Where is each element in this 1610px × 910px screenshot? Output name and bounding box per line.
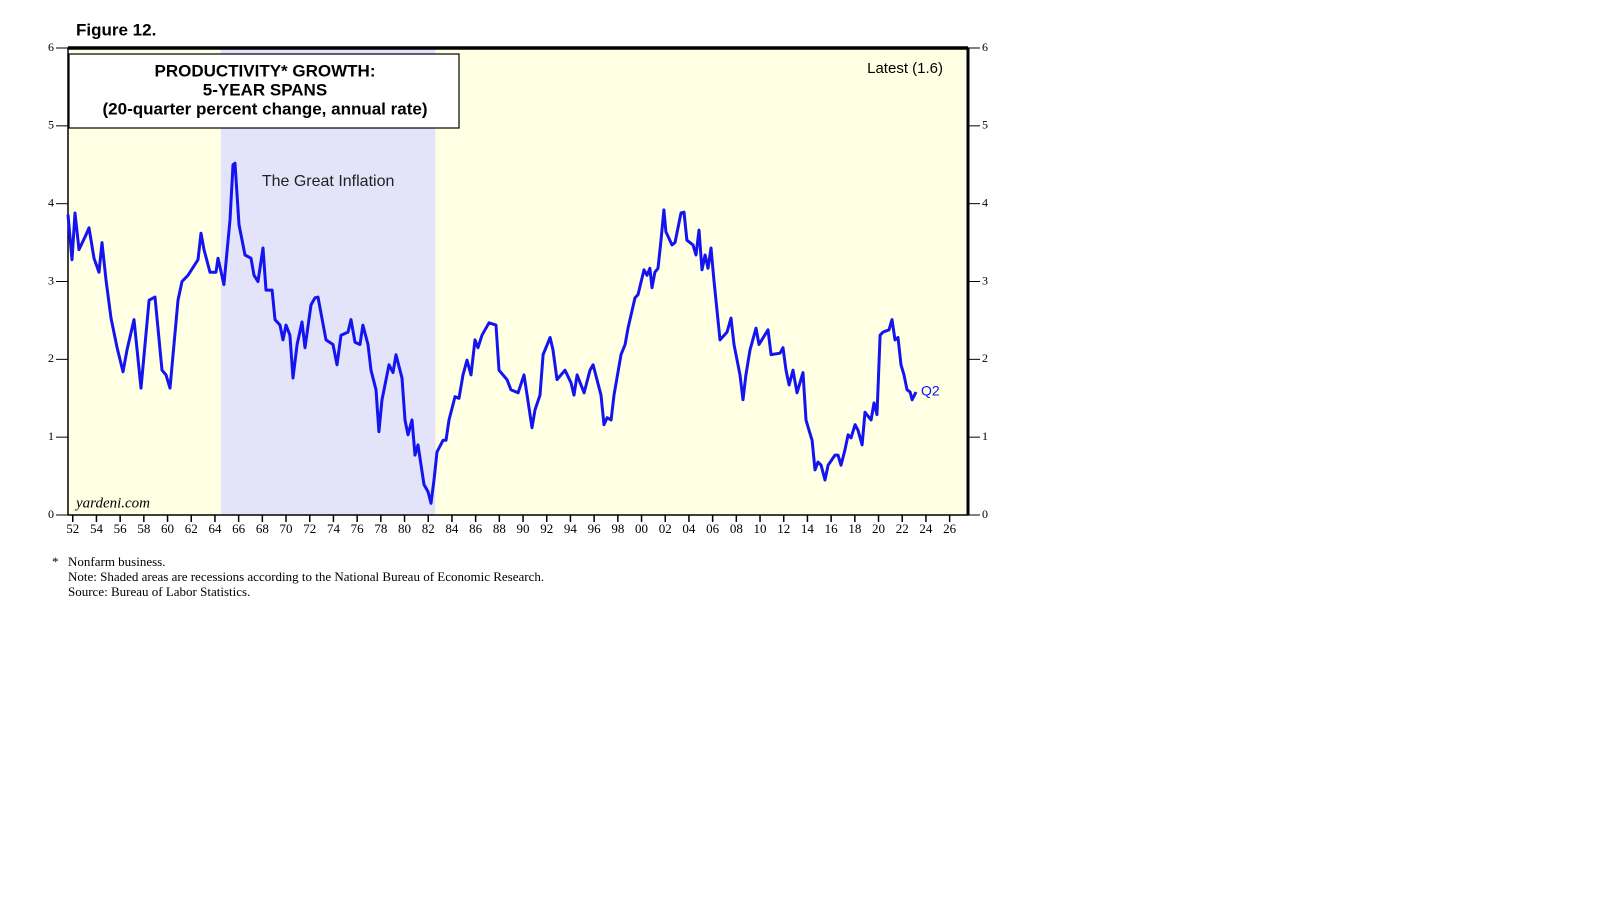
latest-label: Latest (1.6) (867, 60, 943, 77)
y-tick-label: 1 (48, 429, 54, 443)
y2-tick-label: 4 (982, 195, 988, 209)
x-tick-label: 00 (635, 521, 648, 536)
x-tick-label: 94 (564, 521, 578, 536)
footnote: Note: Shaded areas are recessions accord… (68, 569, 544, 584)
y2-tick-label: 5 (982, 118, 988, 132)
y-tick-label: 6 (48, 40, 54, 54)
x-tick-label: 60 (161, 521, 174, 536)
x-tick-label: 74 (327, 521, 341, 536)
x-tick-label: 82 (422, 521, 435, 536)
x-tick-label: 06 (706, 521, 720, 536)
x-tick-label: 56 (114, 521, 128, 536)
x-tick-label: 90 (517, 521, 530, 536)
x-tick-label: 68 (256, 521, 269, 536)
x-tick-label: 76 (351, 521, 365, 536)
x-tick-label: 54 (90, 521, 104, 536)
x-tick-label: 98 (611, 521, 624, 536)
x-tick-label: 62 (185, 521, 198, 536)
x-tick-label: 14 (801, 521, 815, 536)
y2-tick-label: 2 (982, 351, 988, 365)
x-tick-label: 16 (825, 521, 839, 536)
x-tick-label: 52 (66, 521, 79, 536)
x-tick-label: 02 (659, 521, 672, 536)
x-tick-label: 22 (896, 521, 909, 536)
y-tick-label: 2 (48, 351, 54, 365)
x-tick-label: 18 (848, 521, 861, 536)
x-tick-label: 20 (872, 521, 885, 536)
x-tick-label: 70 (280, 521, 293, 536)
x-tick-label: 08 (730, 521, 743, 536)
title-box (68, 53, 460, 129)
x-tick-label: 96 (588, 521, 602, 536)
x-tick-label: 24 (919, 521, 933, 536)
y2-tick-label: 1 (982, 429, 988, 443)
x-tick-label: 66 (232, 521, 246, 536)
x-tick-label: 88 (493, 521, 506, 536)
y-tick-label: 4 (48, 195, 54, 209)
chart-title: (20-quarter percent change, annual rate) (103, 99, 428, 118)
shade-label: The Great Inflation (262, 173, 395, 190)
source-mark: yardeni.com (74, 495, 150, 511)
x-tick-label: 26 (943, 521, 957, 536)
footnote-star: * (52, 554, 59, 569)
x-tick-label: 58 (137, 521, 150, 536)
x-tick-label: 04 (682, 521, 696, 536)
y-tick-label: 0 (48, 507, 54, 521)
chart-title: 5-YEAR SPANS (203, 80, 327, 99)
x-tick-label: 72 (303, 521, 316, 536)
footnote: Nonfarm business. (68, 554, 166, 569)
y2-tick-label: 3 (982, 273, 988, 287)
x-tick-label: 12 (777, 521, 790, 536)
x-tick-label: 92 (540, 521, 553, 536)
y-tick-label: 5 (48, 118, 54, 132)
x-tick-label: 80 (398, 521, 411, 536)
y2-tick-label: 0 (982, 507, 988, 521)
y-tick-label: 3 (48, 273, 54, 287)
x-tick-label: 84 (445, 521, 459, 536)
y2-tick-label: 6 (982, 40, 988, 54)
x-tick-label: 86 (469, 521, 483, 536)
x-tick-label: 10 (754, 521, 767, 536)
footnote: Source: Bureau of Labor Statistics. (68, 584, 250, 599)
chart-title: PRODUCTIVITY* GROWTH: (155, 61, 376, 80)
x-tick-label: 78 (374, 521, 387, 536)
x-tick-label: 64 (208, 521, 222, 536)
data-line (66, 161, 918, 505)
last-point-label: Q2 (921, 383, 940, 399)
figure-label: Figure 12. (76, 20, 156, 39)
